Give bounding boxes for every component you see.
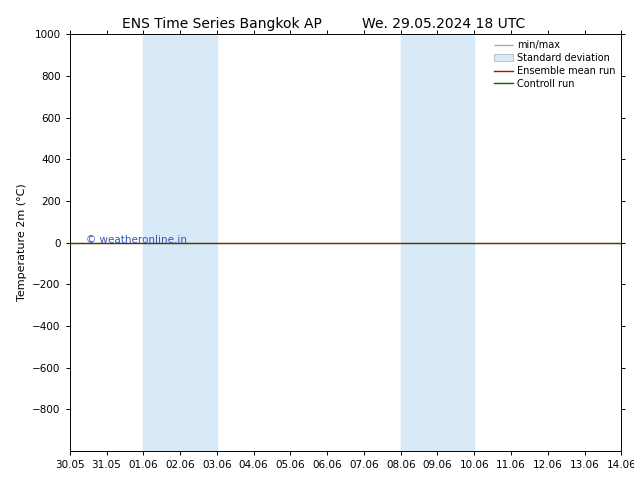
- Legend: min/max, Standard deviation, Ensemble mean run, Controll run: min/max, Standard deviation, Ensemble me…: [489, 36, 619, 93]
- Text: ENS Time Series Bangkok AP: ENS Time Series Bangkok AP: [122, 17, 322, 31]
- Y-axis label: Temperature 2m (°C): Temperature 2m (°C): [16, 184, 27, 301]
- Text: © weatheronline.in: © weatheronline.in: [86, 236, 187, 245]
- Bar: [401, 34, 474, 451]
- Bar: [143, 34, 217, 451]
- Text: We. 29.05.2024 18 UTC: We. 29.05.2024 18 UTC: [362, 17, 526, 31]
